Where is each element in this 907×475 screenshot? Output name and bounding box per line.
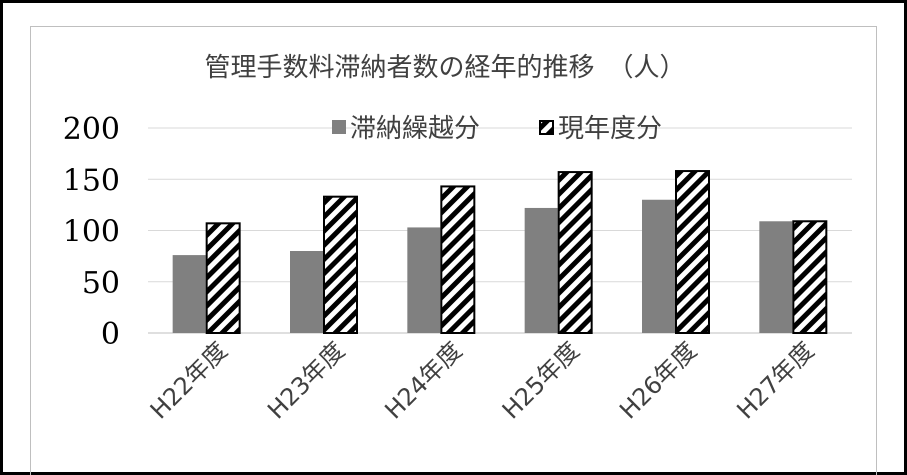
x-tick-label: H26年度: [614, 336, 702, 424]
bar-carryover: [642, 199, 675, 333]
bar-carryover: [524, 207, 558, 333]
x-tick-label: H22年度: [145, 336, 233, 424]
y-tick-label: 200: [63, 112, 120, 147]
y-axis-ticks: 0 50 100 150 200: [63, 112, 120, 352]
x-tick-label: H23年度: [262, 336, 350, 424]
bar-current-year: [205, 222, 241, 334]
legend-swatch-carryover: [332, 120, 346, 134]
bar-carryover: [172, 255, 206, 333]
chart-title: 管理手数料滞納者数の経年的推移 （人）: [204, 53, 685, 83]
bar-current-year: [323, 195, 358, 334]
bar-carryover: [407, 227, 441, 333]
x-tick-label: H24年度: [379, 336, 467, 424]
x-tick-label: H25年度: [497, 336, 585, 424]
y-tick-label: 150: [63, 163, 120, 198]
bar-carryover: [290, 251, 323, 333]
legend: 滞納繰越分 現年度分: [332, 114, 662, 144]
y-tick-label: 0: [101, 317, 120, 352]
legend-swatch-current-year: [539, 120, 554, 135]
gridlines: [148, 127, 852, 334]
bar-current-year: [557, 171, 593, 334]
legend-label-current-year: 現年度分: [558, 114, 662, 144]
x-tick-label: H27年度: [731, 336, 819, 424]
y-tick-label: 50: [82, 266, 120, 301]
bar-carryover: [759, 221, 793, 333]
bar-current-year: [440, 185, 476, 334]
bar-current-year: [675, 170, 710, 334]
bars: [172, 170, 828, 334]
plot-area-border: [30, 26, 877, 475]
bar-current-year: [792, 220, 828, 334]
x-axis-ticks: H22年度 H23年度 H24年度 H25年度 H26年度 H27年度: [145, 336, 820, 424]
legend-label-carryover: 滞納繰越分: [350, 114, 480, 144]
y-tick-label: 100: [63, 215, 120, 250]
